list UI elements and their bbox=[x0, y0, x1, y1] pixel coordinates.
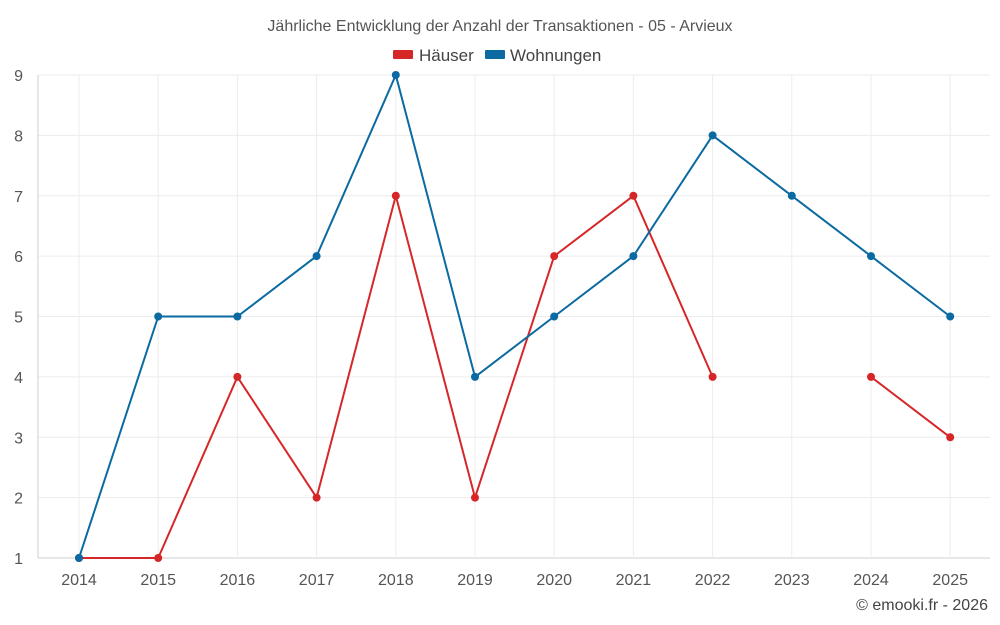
data-point bbox=[471, 493, 479, 502]
x-tick-label: 2017 bbox=[299, 572, 335, 589]
y-tick-label: 5 bbox=[14, 310, 23, 327]
y-tick-label: 3 bbox=[14, 430, 23, 447]
x-tick-label: 2022 bbox=[695, 572, 731, 589]
data-point bbox=[154, 554, 163, 562]
x-tick-label: 2014 bbox=[61, 572, 97, 589]
data-point bbox=[75, 554, 83, 562]
y-tick-label: 8 bbox=[14, 128, 23, 145]
chart-title: Jährliche Entwicklung der Anzahl der Tra… bbox=[267, 18, 732, 35]
data-point bbox=[471, 372, 479, 381]
data-point bbox=[550, 252, 559, 261]
data-point bbox=[233, 312, 242, 321]
data-point bbox=[787, 191, 796, 200]
data-point bbox=[154, 312, 163, 321]
data-point bbox=[233, 372, 242, 381]
data-point bbox=[312, 493, 321, 502]
legend-item: Wohnungen bbox=[485, 46, 601, 65]
x-tick-label: 2019 bbox=[457, 572, 493, 589]
y-tick-label: 9 bbox=[14, 68, 23, 85]
y-tick-label: 1 bbox=[14, 551, 23, 568]
x-tick-label: 2023 bbox=[774, 572, 810, 589]
series-1 bbox=[75, 71, 955, 562]
credit-text: © emooki.fr - 2026 bbox=[856, 597, 988, 614]
data-point bbox=[629, 252, 638, 261]
x-tick-label: 2020 bbox=[536, 572, 572, 589]
x-tick-label: 2021 bbox=[616, 572, 652, 589]
x-tick-label: 2025 bbox=[932, 572, 968, 589]
x-tick-label: 2016 bbox=[220, 572, 256, 589]
data-point bbox=[629, 191, 638, 200]
data-point bbox=[867, 372, 875, 381]
data-point bbox=[946, 433, 955, 442]
data-point bbox=[946, 312, 955, 321]
x-tick-label: 2015 bbox=[140, 572, 176, 589]
series-line bbox=[78, 74, 951, 559]
legend-label: Häuser bbox=[419, 46, 474, 65]
legend-swatch bbox=[393, 50, 413, 59]
legend-item: Häuser bbox=[393, 46, 474, 65]
legend-swatch bbox=[485, 50, 505, 59]
y-tick-label: 2 bbox=[14, 491, 23, 508]
data-point bbox=[391, 71, 400, 79]
legend-label: Wohnungen bbox=[510, 46, 601, 65]
series-layer bbox=[75, 71, 955, 562]
y-tick-label: 7 bbox=[14, 189, 23, 206]
data-point bbox=[867, 252, 875, 261]
data-point bbox=[708, 372, 717, 381]
data-point bbox=[391, 191, 400, 200]
x-tick-label: 2024 bbox=[853, 572, 889, 589]
data-point bbox=[708, 131, 717, 140]
y-tick-label: 6 bbox=[14, 249, 23, 266]
data-point bbox=[312, 252, 321, 261]
grid bbox=[37, 74, 990, 559]
data-point bbox=[550, 312, 559, 321]
x-tick-label: 2018 bbox=[378, 572, 414, 589]
y-axis-ticks: 1 2 3 4 5 6 7 8 9 bbox=[14, 68, 23, 568]
y-tick-label: 4 bbox=[14, 370, 23, 387]
legend: Häuser Wohnungen bbox=[393, 46, 601, 65]
x-axis-ticks: 2014 2015 2016 2017 2018 2019 2020 2021 2022 2023… bbox=[61, 572, 968, 589]
